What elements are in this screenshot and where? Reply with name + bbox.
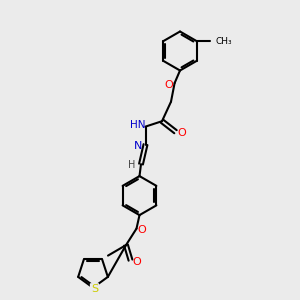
- Text: N: N: [134, 141, 142, 151]
- Text: CH₃: CH₃: [216, 37, 232, 46]
- Text: O: O: [165, 80, 174, 90]
- Text: O: O: [178, 128, 187, 138]
- Text: O: O: [133, 256, 142, 267]
- Text: S: S: [91, 284, 98, 294]
- Text: HN: HN: [130, 120, 146, 130]
- Text: H: H: [128, 160, 135, 170]
- Text: O: O: [137, 225, 146, 235]
